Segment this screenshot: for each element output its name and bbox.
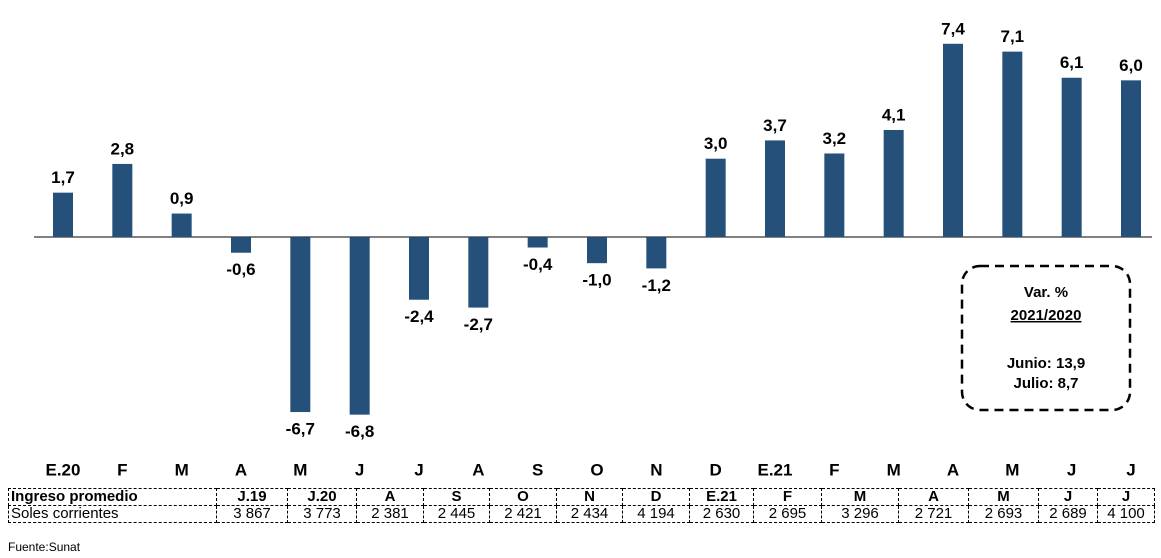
table-cell: 3 773 <box>287 505 357 523</box>
bar <box>1061 77 1082 238</box>
value-label: -1,2 <box>642 276 671 295</box>
table-cell: A <box>356 488 424 506</box>
table-cell: J <box>1097 488 1155 506</box>
x-tick-label: J <box>1126 460 1135 479</box>
x-tick-label: A <box>472 460 484 479</box>
x-tick-label: O <box>590 460 603 479</box>
source: Fuente:Sunat <box>8 540 81 554</box>
x-tick-label: J <box>355 460 364 479</box>
x-tick-label: A <box>235 460 247 479</box>
x-tick-label: F <box>117 460 127 479</box>
chart: Var. % 2021/2020 Junio: 13,9 Julio: 8,7 … <box>34 19 1152 479</box>
x-tick-label: E.20 <box>46 460 81 479</box>
bar <box>705 158 726 238</box>
annotation-title: Var. % <box>1024 284 1068 301</box>
bar <box>883 129 904 238</box>
x-tick-label: M <box>887 460 901 479</box>
value-label: 3,2 <box>823 129 847 148</box>
bar <box>171 213 192 238</box>
table-cell: 2 421 <box>489 505 557 523</box>
value-label: 6,1 <box>1060 53 1084 72</box>
table-cell: 2 630 <box>689 505 754 523</box>
x-tick-label: A <box>947 460 959 479</box>
x-tick-label: J <box>414 460 423 479</box>
table-cell: A <box>898 488 969 506</box>
bar <box>824 153 845 238</box>
x-tick-label: M <box>175 460 189 479</box>
table-cell: 2 434 <box>556 505 623 523</box>
value-label: 4,1 <box>882 105 906 124</box>
x-tick-label: J <box>1067 460 1076 479</box>
table-cell: 3 867 <box>216 505 288 523</box>
table-cell: 2 693 <box>968 505 1039 523</box>
annotation-box <box>960 264 1132 412</box>
value-label: 2,8 <box>111 139 135 158</box>
x-tick-label: D <box>710 460 722 479</box>
x-tick-label: S <box>532 460 543 479</box>
value-label: 7,1 <box>1001 27 1025 46</box>
table-cell: O <box>489 488 557 506</box>
value-label: -0,6 <box>226 260 255 279</box>
table-cell: Ingreso promedio <box>8 488 217 506</box>
bar <box>943 43 963 238</box>
bar <box>349 237 370 415</box>
table-cell: S <box>423 488 490 506</box>
value-label: -1,0 <box>582 271 611 290</box>
table-row: Soles corrientes 3 867 3 773 2 381 2 445 2 42… <box>8 505 1155 523</box>
x-tick-label: N <box>650 460 662 479</box>
bar <box>1002 51 1023 238</box>
value-label: -0,4 <box>523 255 553 274</box>
x-tick-label: E.21 <box>758 460 793 479</box>
value-label: 3,0 <box>704 134 728 153</box>
value-label: 0,9 <box>170 189 194 208</box>
value-label: 6,0 <box>1119 56 1143 75</box>
table-cell: 2 689 <box>1038 505 1098 523</box>
value-label: -6,8 <box>345 422 374 441</box>
bar <box>112 163 133 238</box>
table-cell: F <box>753 488 822 506</box>
bar <box>468 237 489 308</box>
value-label: -6,7 <box>286 420 315 439</box>
table-cell: 4 100 <box>1097 505 1155 523</box>
bar <box>409 237 429 300</box>
table-cell: J.19 <box>216 488 288 506</box>
income-table: Ingreso promedio J.19 J.20 A S O N D E.21 F M A M J J S… <box>8 488 1155 523</box>
annotation-line: Junio: 13,9 <box>1007 355 1085 372</box>
table-cell: J <box>1038 488 1098 506</box>
table-cell: 2 721 <box>898 505 969 523</box>
bar <box>231 237 251 253</box>
annotation-line: Julio: 8,7 <box>1013 375 1078 392</box>
x-tick-label: M <box>1005 460 1019 479</box>
table-cell: M <box>821 488 899 506</box>
table-cell: Soles corrientes <box>8 505 217 523</box>
x-tick-label: F <box>829 460 839 479</box>
table-cell: M <box>968 488 1039 506</box>
table-cell: E.21 <box>689 488 754 506</box>
bar <box>765 140 785 238</box>
value-label: -2,7 <box>464 315 493 334</box>
table-cell: 2 381 <box>356 505 424 523</box>
value-label: 7,4 <box>941 19 965 38</box>
table-cell: 2 445 <box>423 505 490 523</box>
bar <box>646 237 667 269</box>
table-cell: J.20 <box>287 488 357 506</box>
table-cell: 3 296 <box>821 505 899 523</box>
bar <box>587 237 607 264</box>
value-label: 3,7 <box>763 116 787 135</box>
annotation-period: 2021/2020 <box>1011 307 1082 324</box>
table-cell: 4 194 <box>622 505 690 523</box>
x-tick-label: M <box>293 460 307 479</box>
table-cell: 2 695 <box>753 505 822 523</box>
bar <box>527 237 548 248</box>
bar <box>53 192 73 238</box>
table-cell: N <box>556 488 623 506</box>
value-label: -2,4 <box>404 307 434 326</box>
value-label: 1,7 <box>51 168 75 187</box>
table-cell: D <box>622 488 690 506</box>
bar <box>290 237 311 413</box>
bar <box>1121 80 1141 238</box>
table-row: Ingreso promedio J.19 J.20 A S O N D E.21 F M A M J J <box>8 488 1155 506</box>
